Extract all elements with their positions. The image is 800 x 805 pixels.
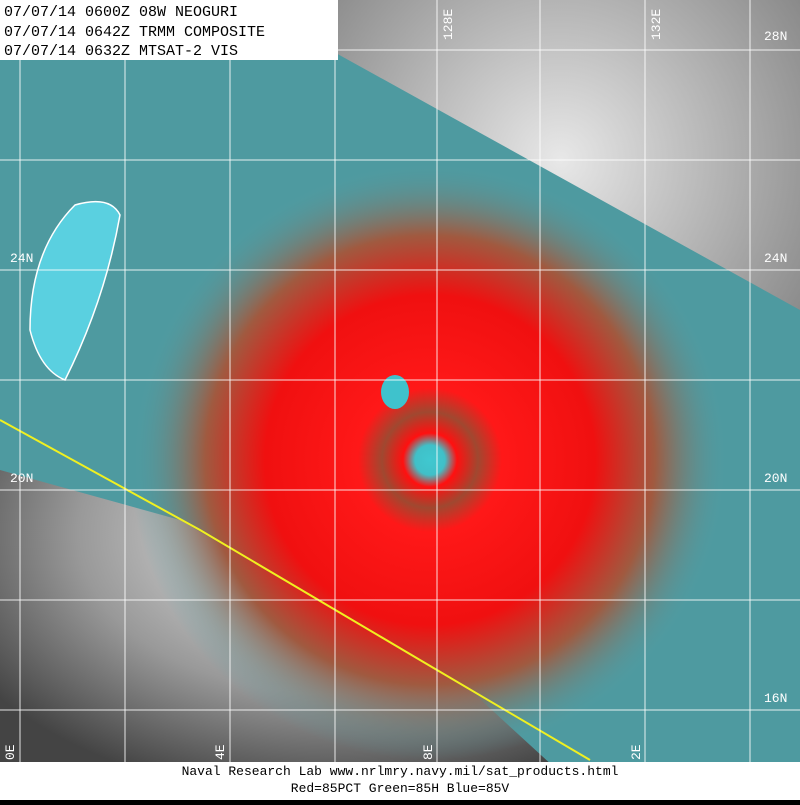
lon-label: 0E xyxy=(3,744,18,760)
header-line: 07/07/14 0600Z 08W NEOGURI xyxy=(4,4,238,21)
typhoon xyxy=(130,160,730,760)
header-line: 07/07/14 0642Z TRMM COMPOSITE xyxy=(4,24,265,41)
lon-label: 128E xyxy=(441,9,456,40)
lat-label: 16N xyxy=(764,691,787,706)
lon-label: 4E xyxy=(213,744,228,760)
lon-label: 2E xyxy=(629,744,644,760)
lat-label: 28N xyxy=(764,29,787,44)
lat-label: 24N xyxy=(764,251,787,266)
footer-line: Red=85PCT Green=85H Blue=85V xyxy=(291,781,510,796)
header-line: 07/07/14 0632Z MTSAT-2 VIS xyxy=(4,43,238,60)
lat-label: 20N xyxy=(764,471,787,486)
lat-label: 24N xyxy=(10,251,33,266)
footer-line: Naval Research Lab www.nrlmry.navy.mil/s… xyxy=(182,764,619,779)
lat-label: 20N xyxy=(10,471,33,486)
lon-label: 132E xyxy=(649,9,664,40)
eye xyxy=(381,375,409,409)
header-box xyxy=(0,0,338,60)
footer-box xyxy=(0,762,800,800)
lon-label: 8E xyxy=(421,744,436,760)
